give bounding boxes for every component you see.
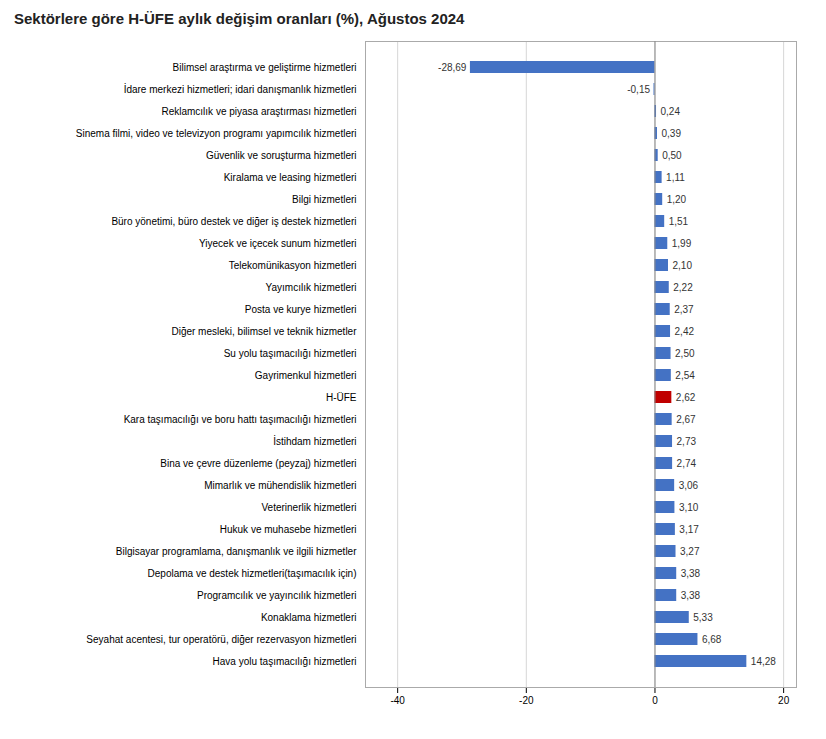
svg-text:Yiyecek ve içecek sunum hizmet: Yiyecek ve içecek sunum hizmetleri (199, 238, 356, 249)
svg-text:H-ÜFE: H-ÜFE (326, 392, 357, 403)
svg-text:Bilgi hizmetleri: Bilgi hizmetleri (292, 194, 356, 205)
svg-text:İdare merkezi hizmetleri; idar: İdare merkezi hizmetleri; idari danışman… (124, 83, 357, 95)
svg-text:2,22: 2,22 (673, 282, 693, 293)
svg-text:5,33: 5,33 (693, 612, 713, 623)
svg-text:Su yolu taşımacılığı hizmetler: Su yolu taşımacılığı hizmetleri (224, 348, 357, 359)
svg-text:2,54: 2,54 (675, 370, 695, 381)
html-text:Sektörlere göre H-ÜFE aylık de: Sektörlere göre H-ÜFE aylık değişim oran… (14, 10, 465, 27)
svg-text:1,20: 1,20 (667, 194, 687, 205)
svg-text:İstihdam hizmetleri: İstihdam hizmetleri (273, 435, 356, 447)
svg-text:Depolama ve destek hizmetleri(: Depolama ve destek hizmetleri(taşımacılı… (148, 568, 357, 579)
svg-text:-0,15: -0,15 (627, 84, 650, 95)
svg-text:0: 0 (652, 695, 658, 706)
svg-text:Programcılık ve yayıncılık hiz: Programcılık ve yayıncılık hizmetleri (197, 590, 357, 601)
svg-text:Konaklama hizmetleri: Konaklama hizmetleri (261, 612, 357, 623)
svg-text:Veterinerlik hizmetleri: Veterinerlik hizmetleri (261, 502, 356, 513)
svg-text:0,39: 0,39 (661, 128, 681, 139)
svg-text:Büro yönetimi, büro destek ve: Büro yönetimi, büro destek ve diğer iş d… (111, 216, 356, 227)
svg-text:Kiralama ve leasing hizmetleri: Kiralama ve leasing hizmetleri (224, 172, 357, 183)
svg-text:0,50: 0,50 (662, 150, 682, 161)
svg-text:2,37: 2,37 (674, 304, 694, 315)
svg-text:Diğer mesleki, bilimsel ve tek: Diğer mesleki, bilimsel ve teknik hizmet… (171, 326, 357, 337)
svg-text:Reklamcılık ve piyasa araştırm: Reklamcılık ve piyasa araştırması hizmet… (161, 106, 356, 117)
svg-text:0,24: 0,24 (661, 106, 681, 117)
svg-text:Bilimsel araştırma ve geliştir: Bilimsel araştırma ve geliştirme hizmetl… (173, 62, 357, 73)
svg-text:1,11: 1,11 (666, 172, 685, 183)
svg-text:Gayrimenkul hizmetleri: Gayrimenkul hizmetleri (255, 370, 357, 381)
svg-text:2,10: 2,10 (672, 260, 692, 271)
svg-text:3,38: 3,38 (681, 590, 701, 601)
svg-text:2,42: 2,42 (675, 326, 695, 337)
svg-text:Yayımcılık hizmetleri: Yayımcılık hizmetleri (266, 282, 357, 293)
svg-text:3,27: 3,27 (680, 546, 700, 557)
svg-text:Mimarlık ve mühendislik hizmet: Mimarlık ve mühendislik hizmetleri (204, 480, 356, 491)
svg-text:-28,69: -28,69 (438, 62, 467, 73)
svg-text:3,10: 3,10 (679, 502, 699, 513)
svg-text:Hava yolu taşımacılığı hizmetl: Hava yolu taşımacılığı hizmetleri (213, 656, 357, 667)
svg-text:3,06: 3,06 (679, 480, 699, 491)
svg-text:Telekomünikasyon hizmetleri: Telekomünikasyon hizmetleri (229, 260, 357, 271)
svg-text:20: 20 (778, 695, 790, 706)
svg-text:2,73: 2,73 (677, 436, 697, 447)
svg-text:1,99: 1,99 (672, 238, 692, 249)
svg-text:14,28: 14,28 (751, 656, 776, 667)
svg-text:Güvenlik ve soruşturma hizmetl: Güvenlik ve soruşturma hizmetleri (206, 150, 357, 161)
svg-text:Bina ve çevre düzenleme (peyza: Bina ve çevre düzenleme (peyzaj) hizmetl… (160, 458, 356, 469)
svg-text:Sinema filmi, video ve televiz: Sinema filmi, video ve televizyon progra… (76, 128, 357, 139)
svg-text:1,51: 1,51 (669, 216, 689, 227)
svg-text:Posta ve kurye hizmetleri: Posta ve kurye hizmetleri (245, 304, 357, 315)
svg-text:-20: -20 (519, 695, 534, 706)
svg-text:Hukuk ve muhasebe hizmetleri: Hukuk ve muhasebe hizmetleri (220, 524, 357, 535)
svg-text:6,68: 6,68 (702, 634, 722, 645)
svg-text:3,38: 3,38 (681, 568, 701, 579)
svg-text:2,67: 2,67 (676, 414, 696, 425)
svg-text:3,17: 3,17 (679, 524, 699, 535)
svg-text:2,50: 2,50 (675, 348, 695, 359)
svg-text:2,74: 2,74 (677, 458, 697, 469)
svg-text:Bilgisayar programlama, danışm: Bilgisayar programlama, danışmanlık ve i… (116, 546, 357, 557)
svg-text:Kara taşımacılığı ve boru hatt: Kara taşımacılığı ve boru hattı taşımacı… (124, 414, 357, 425)
svg-text:2,62: 2,62 (676, 392, 696, 403)
svg-text:-40: -40 (390, 695, 405, 706)
svg-text:Seyahat acentesi, tur operatör: Seyahat acentesi, tur operatörü, diğer r… (86, 634, 356, 645)
